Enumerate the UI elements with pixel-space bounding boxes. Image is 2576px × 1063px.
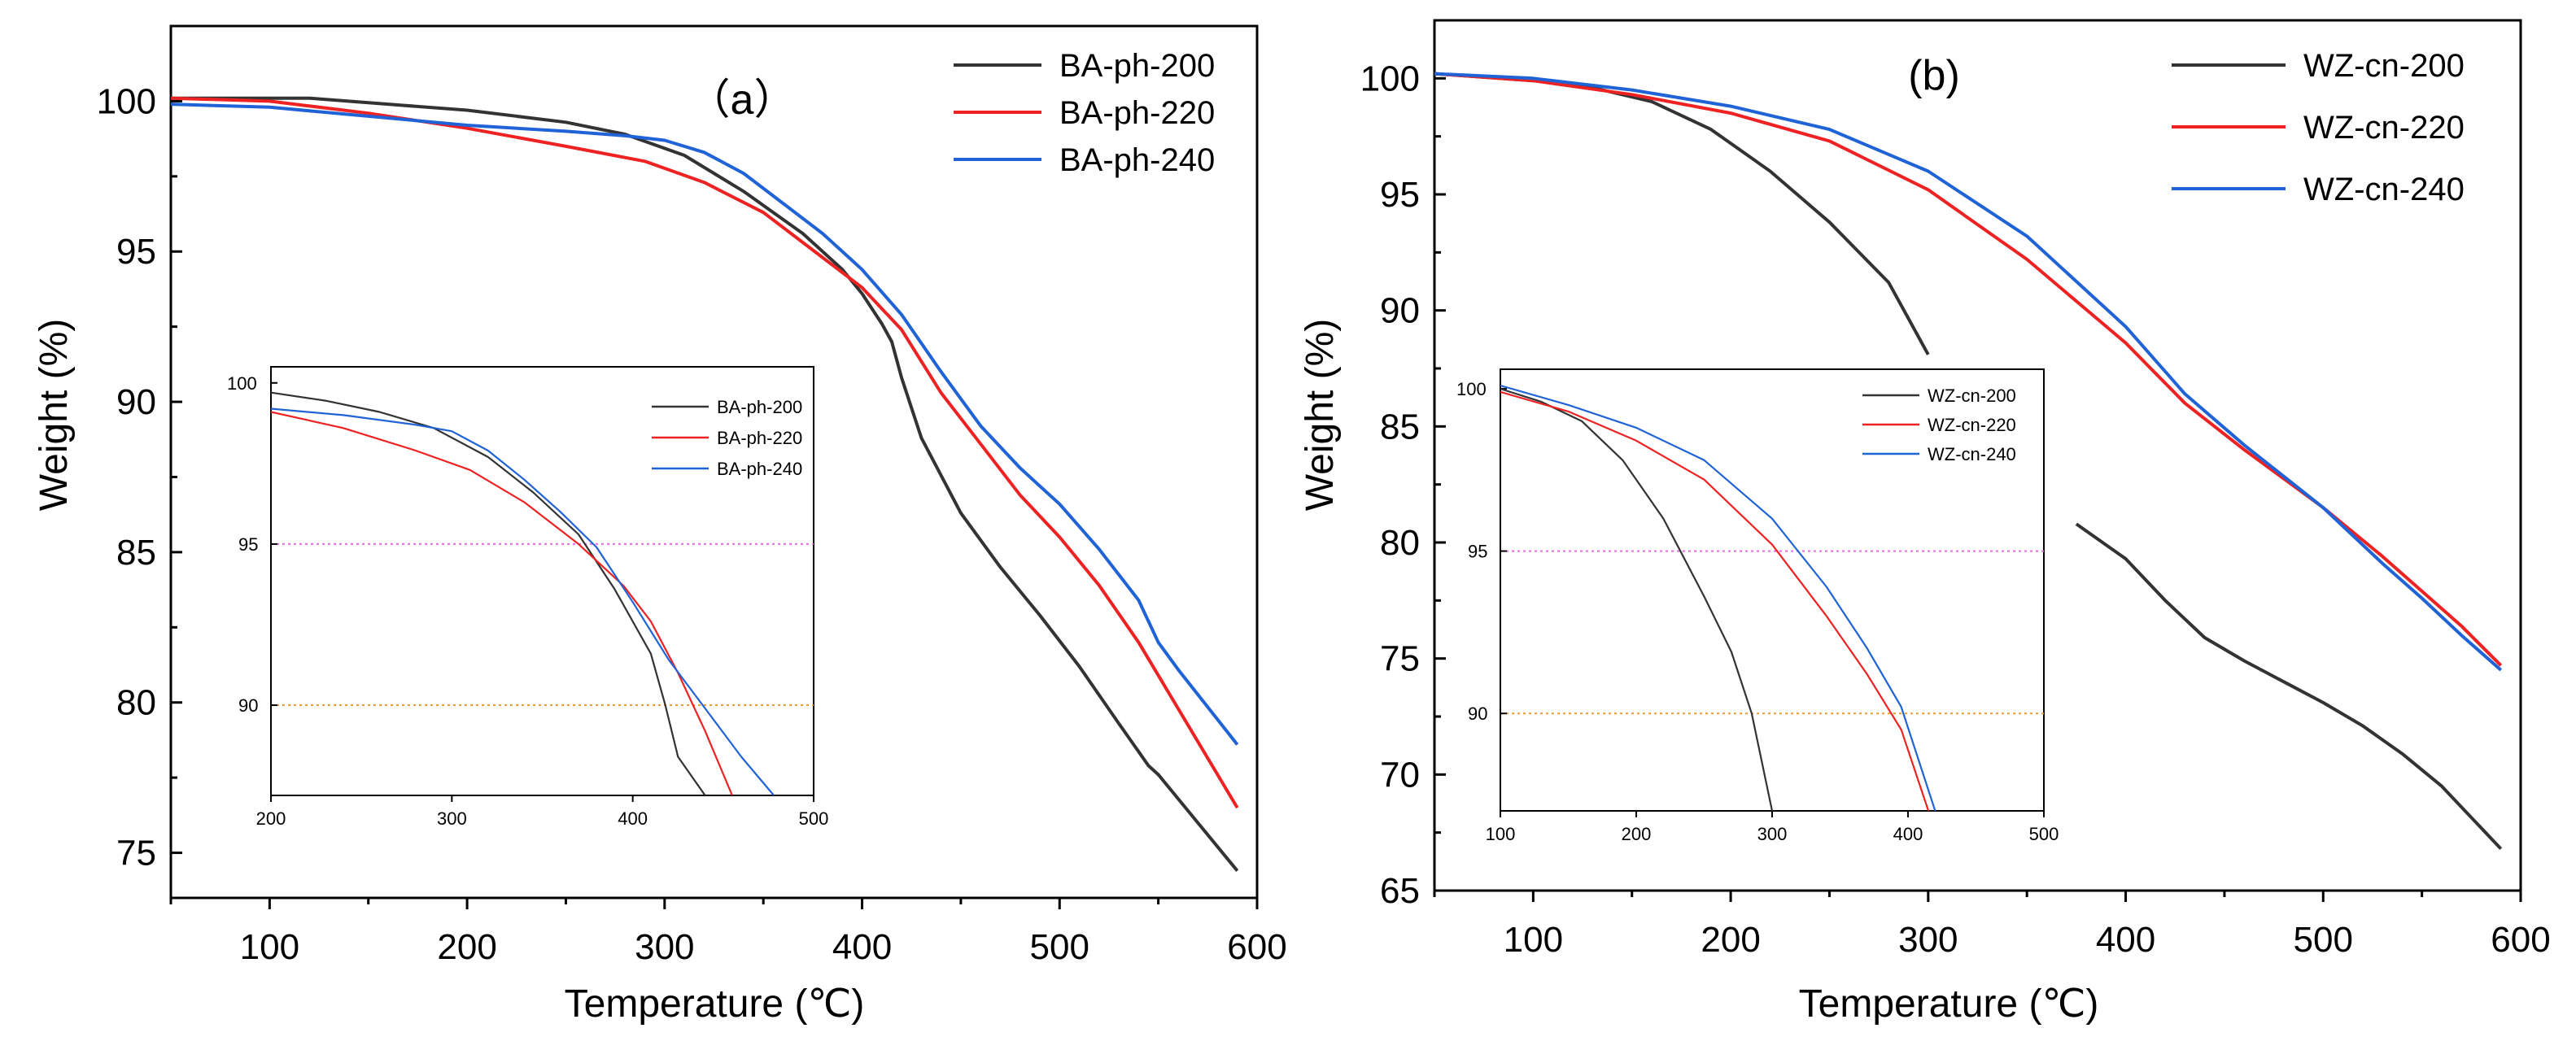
panel-a-y-tick-label: 80 (116, 683, 156, 723)
panel-a-legend-label: BA-ph-220 (1059, 95, 1215, 131)
panel-b-frame (1433, 19, 2522, 892)
panel-b-inset-x-tick-label: 400 (1893, 824, 1923, 844)
panel-b-x-tick-label: 200 (1701, 920, 1760, 960)
panel-b-x-tick-label: 400 (2096, 920, 2155, 960)
panel-a-y-tick-label: 100 (97, 81, 156, 121)
panel-a-series-line-ba-ph-240 (171, 102, 1239, 746)
panel-b-y-tick-label: 70 (1380, 755, 1420, 795)
panel-b-inset-series-group (1500, 384, 1936, 811)
panel-a-inset-legend-label: BA-ph-240 (717, 459, 802, 479)
panel-b-x-axis-label: Temperature (℃) (1799, 982, 2099, 1026)
panel-b-inset-x-tick-label: 300 (1757, 824, 1788, 844)
panel-b-legend-label: WZ-cn-200 (2303, 48, 2465, 84)
panel-a-inset-series-line-ba-ph-240 (271, 407, 775, 795)
panel-b-panel-label: (b) (1908, 52, 1960, 99)
panel-b-inset-y-tick-label: 90 (1468, 704, 1487, 724)
panel-b-x-tick-label: 500 (2294, 920, 2353, 960)
panel-a-inset-series-group (271, 391, 775, 795)
panel-b-y-tick-label: 100 (1360, 59, 1420, 98)
panel-b-inset-legend-label: WZ-cn-200 (1928, 386, 2016, 406)
panel-a-inset-x-tick-label: 200 (256, 808, 286, 829)
panel-b-y-tick-label: 75 (1380, 639, 1420, 679)
panel-b-series-line-wz-cn-240 (1434, 72, 2503, 672)
panel-b-series-line-wz-cn-220 (1434, 72, 2503, 667)
panel-b-legend-label: WZ-cn-240 (2303, 172, 2465, 207)
panel-b-inset-legend-label: WZ-cn-240 (1928, 444, 2016, 464)
panel-a-inset-x-tick-label: 400 (618, 808, 648, 829)
panel-a-series-line-ba-ph-200 (171, 96, 1239, 872)
panel-b-y-tick-label: 95 (1380, 175, 1420, 215)
panel-b-inset-x-tick-label: 200 (1622, 824, 1652, 844)
panel-a-x-tick-label: 200 (437, 927, 496, 967)
panel-a-legend-label: BA-ph-240 (1059, 142, 1215, 178)
panel-a-inset-y-tick-label: 90 (238, 695, 258, 716)
panel-b-y-tick-label: 85 (1380, 407, 1420, 447)
panel-a-x-axis-label: Temperature (℃) (565, 982, 865, 1026)
panel-a-inset-y-tick-label: 100 (227, 373, 257, 394)
panel-b-x-tick-label: 600 (2491, 920, 2550, 960)
panel-b-inset-frame (1500, 368, 2045, 812)
panel-a-y-tick-label: 85 (116, 533, 156, 573)
panel-b-inset-series-line-wz-cn-220 (1500, 390, 1930, 811)
panel-b-inset-x-tick-label: 100 (1486, 824, 1516, 844)
panel-a-inset-frame (270, 366, 814, 796)
panel-b-inset-y-tick-label: 100 (1456, 379, 1487, 399)
panel-b-x-tick-label: 100 (1504, 920, 1563, 960)
panel-b-series-group (1434, 72, 2503, 850)
panel-a-inset-legend-label: BA-ph-220 (717, 428, 802, 448)
panel-a-series-group (171, 96, 1239, 872)
panel-a-group: 75 80 85 90 95 100 100 200 300 400 500 600 Temperatu… (33, 24, 1287, 1026)
panel-a-series-line-ba-ph-220 (171, 96, 1239, 809)
panel-b-x-tick-label: 300 (1898, 920, 1958, 960)
panel-a-inset-series-line-ba-ph-220 (271, 411, 733, 795)
panel-a-panel-label: （a） (688, 76, 797, 124)
panel-b-group: 65 70 75 80 85 90 95 100 100 200 300 400 500 600 Tempe… (1299, 19, 2551, 1026)
panel-a-inset-series-line-ba-ph-200 (271, 391, 706, 795)
panel-b-legend-label: WZ-cn-220 (2303, 110, 2465, 146)
panel-a-x-tick-label: 600 (1227, 927, 1286, 967)
panel-a-inset: 90 95 100 200 300 400 500 BA-ph-200 BA-ph-220 BA-… (227, 366, 829, 829)
panel-b-y-tick-label: 90 (1380, 291, 1420, 331)
panel-a-y-tick-label: 75 (116, 834, 156, 873)
panel-a-legend-label: BA-ph-200 (1059, 48, 1215, 84)
panel-b-inset-x-tick-label: 500 (2029, 824, 2059, 844)
panel-a-x-tick-label: 400 (832, 927, 892, 967)
panel-b-inset-legend-label: WZ-cn-220 (1928, 415, 2016, 435)
panel-b-inset-series-line-wz-cn-240 (1500, 384, 1936, 811)
panel-b-series-line-wz-cn-200 (2075, 522, 2503, 850)
panel-b-series-line-wz-cn-200 (1434, 72, 1930, 355)
panel-a-y-axis-label: Weight (%) (33, 319, 76, 512)
panel-a-x-tick-label: 300 (635, 927, 694, 967)
panel-b-inset-y-tick-label: 95 (1468, 542, 1487, 562)
panel-a-x-tick-label: 100 (240, 927, 299, 967)
panel-a-x-tick-label: 500 (1030, 927, 1089, 967)
panel-a-inset-x-tick-label: 300 (437, 808, 467, 829)
panel-a-inset-x-tick-label: 500 (799, 808, 829, 829)
panel-a-y-tick-label: 95 (116, 232, 156, 272)
panel-a-frame (169, 24, 1259, 900)
panel-b-y-tick-label: 65 (1380, 871, 1420, 911)
panel-b-y-tick-label: 80 (1380, 523, 1420, 563)
panel-b-y-axis-label: Weight (%) (1299, 319, 1342, 512)
panel-a-inset-legend-label: BA-ph-200 (717, 397, 802, 417)
panel-a-y-tick-label: 90 (116, 382, 156, 422)
panel-b-inset: 90 95 100 100 200 300 400 500 WZ-cn-200 WZ-cn-220… (1456, 368, 2059, 844)
panel-a-inset-y-tick-label: 95 (238, 534, 258, 555)
